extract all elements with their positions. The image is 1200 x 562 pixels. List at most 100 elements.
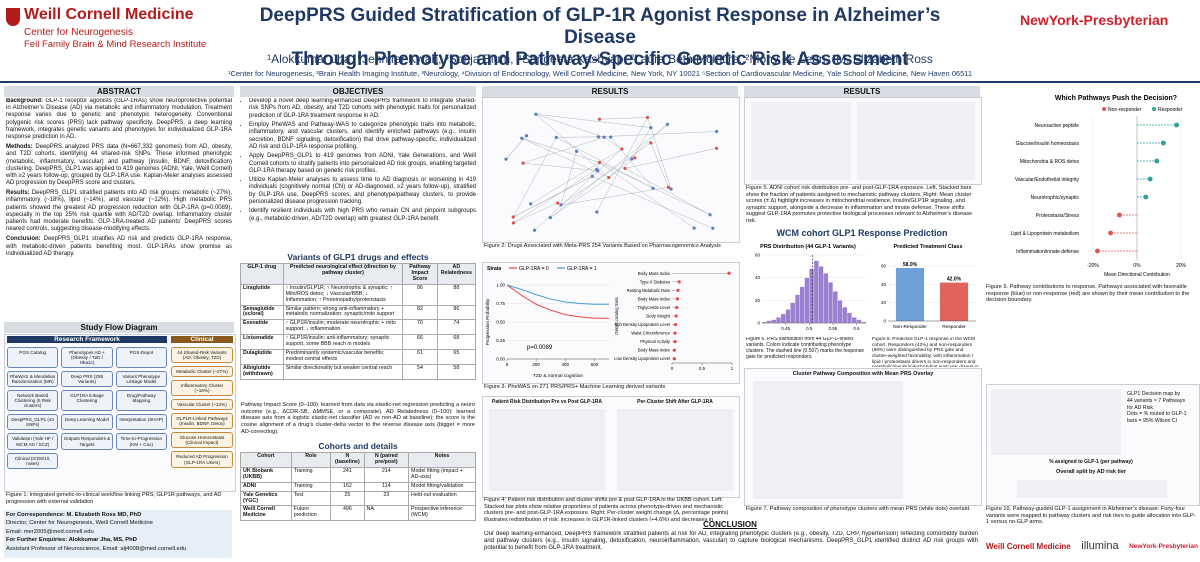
flow-node: Variant Phenotype Linkage Model	[115, 371, 167, 388]
panel-title: Patient Risk Distribution Pre vs Post GL…	[491, 399, 603, 405]
category-label: Vascular/Endothelial integrity	[1015, 177, 1080, 183]
contact-line: Director, Center for Neurogenesis, Weill…	[6, 520, 153, 527]
flow-node: PGS-Depot	[115, 347, 167, 369]
contact-line: Email: mer2005@med.cornell.edu	[6, 528, 94, 535]
y-tick-label: 0.75	[496, 301, 505, 306]
table-cell: Yale Genetics (YGC)	[240, 490, 292, 507]
lollipop-dot	[727, 271, 731, 275]
table-cell: 496	[330, 505, 365, 522]
network-edge	[599, 117, 648, 120]
lollipop-dot	[1147, 176, 1153, 182]
x-tick-label: 600	[591, 362, 599, 367]
table-row: Weill Cornell Medicine Future prediction 4…	[240, 505, 476, 522]
category-label: Waist Circumference	[631, 331, 670, 336]
abstract-paragraph: Methods: DeepPRS analyzed PRS data (N=66…	[6, 144, 232, 187]
lollipop-dot	[1154, 158, 1160, 164]
table-cell: 214	[363, 466, 410, 483]
flow-node: Vascular Cluster (~12%)	[171, 399, 233, 411]
network-edge	[513, 176, 593, 218]
category-label: Glucose/insulin homeostasis	[1016, 141, 1080, 147]
network-edge	[513, 137, 557, 218]
network-edge	[521, 138, 600, 163]
table-cell: ↑ GLP1R/insulin; anti-inflammatory; syna…	[282, 334, 404, 351]
logo-sub: Center for Neurogenesis	[24, 27, 133, 38]
network-node	[669, 187, 673, 191]
table-cell: UK Biobank (UKBB)	[240, 466, 292, 483]
hist-bar	[785, 309, 791, 324]
y-tick-label: 0.50	[496, 320, 505, 325]
table-cell: 66	[402, 334, 438, 351]
network-node	[607, 175, 611, 180]
lollipop-dot	[1143, 194, 1149, 200]
network-node	[529, 202, 533, 206]
category-label: Inflammation/innate defense	[1016, 249, 1079, 255]
clinical-nodes: 44 Shared-Risk Variants (AD, Obesity, T2…	[171, 347, 233, 468]
hist-bar	[771, 319, 777, 324]
table-cell: 88	[436, 283, 476, 306]
flow-node: Reduced AD Progression (GLP-1RA Users)	[171, 451, 233, 468]
header-row: Cohort Role N (baseline) N (paired pre/post…	[240, 452, 476, 468]
section-heading: OBJECTIVES	[240, 86, 476, 97]
network-node	[504, 157, 508, 161]
table-row: Yale Genetics (YGC) Test 25 23 Held-out eval…	[240, 490, 476, 507]
category-label: Body Mass Index	[638, 296, 671, 301]
section-heading: CONCLUSION	[703, 520, 757, 529]
figure-caption: Figure 8. Predicted GLP-1 response in th…	[872, 337, 979, 367]
table-row: UK Biobank (UKBB) Training 241 214 Model fit…	[240, 466, 476, 483]
x-axis-label: T2D & normal cognition	[533, 373, 583, 379]
km-line	[506, 284, 609, 319]
y-tick-label: 0.00	[496, 357, 505, 362]
section-heading: WCM cohort GLP1 Response Prediction	[776, 228, 948, 238]
hist-bar	[776, 317, 782, 324]
network-node	[649, 141, 653, 145]
partner-logo: NewYork-Presbyterian	[1020, 12, 1169, 28]
legend-label: GLP-1RA = 1	[567, 266, 597, 272]
network-node	[630, 157, 634, 161]
network-node	[602, 135, 606, 139]
table-cell: Future prediction	[290, 505, 332, 522]
table-cell: 70	[402, 319, 438, 336]
x-tick-label: 0.5	[699, 366, 706, 371]
x-tick-label: -20%	[1087, 263, 1099, 269]
lollipop-dot	[1161, 140, 1166, 146]
lollipop-dot	[673, 331, 677, 335]
network-edge	[560, 151, 577, 205]
section-heading: Study Flow Diagram	[4, 322, 234, 333]
network-node	[620, 147, 624, 151]
chart-title: PRS Distribution (44 GLP-1 Variants)	[760, 244, 856, 250]
flow-node: Clinical (ICD9/10, notes)	[7, 452, 59, 469]
network-node	[521, 161, 525, 165]
figure-caption: Figure 5. ADNI cohort risk distribution …	[746, 185, 973, 224]
annotation: p=0.0089	[527, 345, 553, 351]
category-label: Physical Activity	[640, 339, 671, 344]
lollipop-dot	[676, 288, 680, 292]
category-label: Neurotrophic/synaptic	[1031, 195, 1080, 201]
figure-caption: Figure 3: PheWAS on 271 PRS/PRS+ Machine…	[484, 384, 666, 390]
panel-title: Overall split by AD risk tier	[1055, 469, 1127, 475]
y-tick-label: 0	[757, 321, 760, 326]
network-edge	[513, 202, 558, 224]
lollipop-dot	[1117, 212, 1122, 218]
network-node	[511, 215, 515, 219]
network-edge	[550, 177, 609, 218]
hist-bar	[837, 300, 843, 324]
table-cell: Albiglutide (withdrawn)	[240, 363, 284, 380]
objective: Develop a novel deep learning-enhanced D…	[249, 98, 476, 120]
table-cell: 61	[402, 349, 438, 365]
network-node	[666, 185, 670, 189]
hist-bar	[846, 312, 852, 324]
figure-caption: Figure 7. Pathway composition of phenoty…	[746, 506, 971, 512]
table-cell: NA	[363, 505, 410, 522]
chart-title: Predicted Treatment Class	[893, 244, 962, 250]
x-tick-label: 0	[506, 362, 509, 367]
table-row: Liraglutide ↑ Insulin/GLP1R; ↑ Neurotroph…	[240, 283, 476, 306]
table-heading: Cohorts and details	[318, 441, 398, 451]
network-edge	[599, 162, 711, 215]
category-label: Body Mass Index	[638, 271, 671, 276]
table-cell: Model fitting/validation	[408, 481, 476, 492]
abstract-paragraph: Background: GLP-1 receptor agonists (GLP…	[6, 98, 232, 141]
network-edge	[604, 137, 623, 150]
legend-swatch	[1102, 107, 1106, 111]
figure-panel: Strata GLP-1RA = 0 GLP-1RA = 1 0.00 0.25 0.50…	[482, 262, 740, 384]
abstract-paragraph: Conclusion: DeepPRS_GLP1 stratifies AD r…	[6, 236, 232, 258]
